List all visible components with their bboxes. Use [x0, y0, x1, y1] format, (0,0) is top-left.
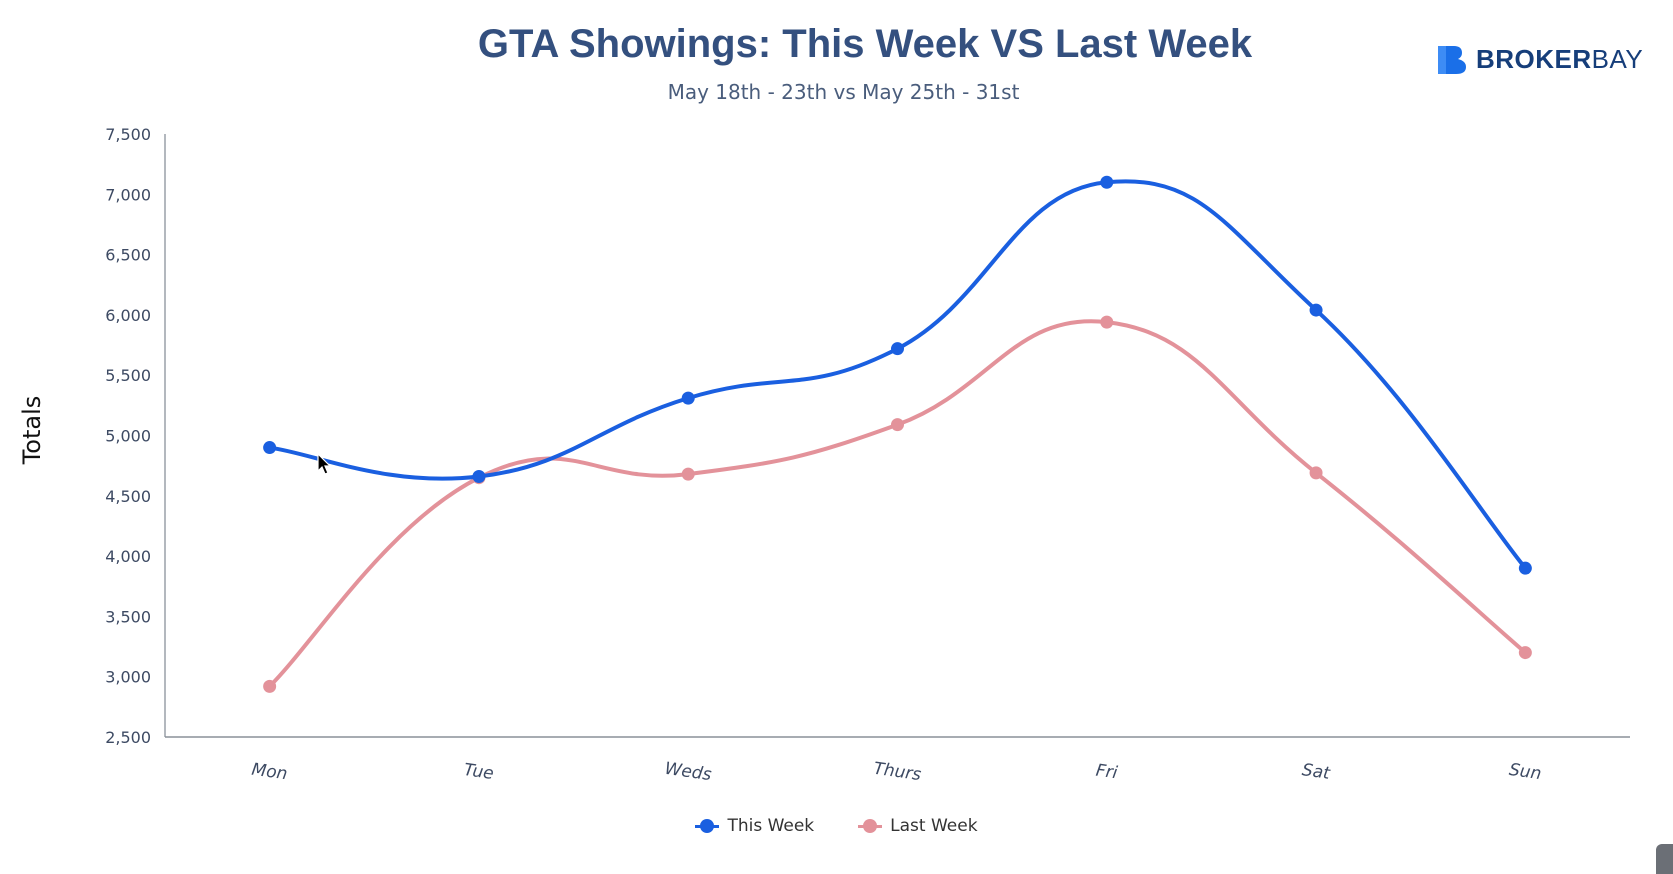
y-axis: 2,500 3,000 3,500 4,000 4,500 5,000 5,500 6,000…	[105, 125, 166, 747]
y-tick-label: 3,500	[105, 607, 151, 626]
data-point-this-week	[1309, 303, 1323, 317]
y-tick-label: 7,000	[105, 185, 151, 204]
x-tick-label: Sun	[1508, 760, 1543, 784]
data-point-this-week	[681, 391, 695, 405]
legend-marker-icon	[858, 818, 883, 834]
scroll-tab[interactable]	[1656, 844, 1673, 874]
y-tick-label: 5,500	[105, 366, 151, 385]
y-tick-label: 3,000	[105, 668, 151, 687]
data-point-last-week	[1309, 466, 1323, 480]
data-point-this-week	[891, 342, 904, 356]
x-tick-label: Mon	[250, 760, 288, 785]
data-point-last-week	[263, 679, 277, 693]
x-tick-label: Fri	[1095, 761, 1119, 784]
x-axis: Mon Tue Weds Thurs Fri Sat Sun	[165, 736, 1630, 785]
series-line-last-week	[267, 319, 1528, 689]
logo-text-bay: BAY	[1591, 43, 1644, 74]
y-tick-label: 5,000	[105, 427, 151, 446]
legend-label: Last Week	[890, 816, 978, 836]
legend-marker-icon	[695, 818, 720, 834]
legend-label: This Week	[727, 816, 815, 836]
y-tick-label: 6,500	[105, 246, 151, 265]
x-tick-label: Sat	[1301, 760, 1333, 784]
data-point-last-week	[891, 418, 904, 432]
chart-subtitle: May 18th - 23th vs May 25th - 31st	[667, 80, 1020, 104]
x-tick-label: Tue	[463, 760, 495, 784]
y-tick-label: 4,000	[105, 547, 151, 566]
y-tick-label: 2,500	[105, 728, 151, 747]
y-tick-label: 7,500	[105, 125, 151, 144]
data-point-last-week	[1100, 315, 1114, 329]
chart-title: GTA Showings: This Week VS Last Week	[477, 22, 1253, 66]
data-point-last-week	[1518, 646, 1532, 660]
data-point-this-week	[263, 441, 277, 455]
series-line-this-week	[267, 179, 1528, 571]
y-tick-label: 4,500	[105, 487, 151, 506]
x-tick-label: Weds	[663, 759, 712, 785]
logo-text-broker: BROKER	[1476, 43, 1592, 74]
data-point-this-week	[1518, 561, 1532, 575]
legend-item-this-week[interactable]: This Week	[695, 816, 814, 836]
data-point-this-week	[472, 470, 486, 484]
legend-item-last-week[interactable]: Last Week	[858, 816, 978, 836]
data-point-last-week	[681, 467, 695, 481]
chart-legend: This Week Last Week	[0, 816, 1673, 836]
data-point-this-week	[1100, 175, 1114, 189]
y-tick-label: 6,000	[105, 306, 151, 325]
x-tick-label: Thurs	[872, 759, 922, 785]
y-axis-label: Totals	[18, 396, 46, 466]
mouse-cursor-icon	[317, 453, 332, 475]
broker-bay-logo-icon	[1438, 46, 1466, 74]
broker-bay-logo: BROKER BAY	[1436, 42, 1643, 76]
series-layer	[263, 175, 1532, 693]
